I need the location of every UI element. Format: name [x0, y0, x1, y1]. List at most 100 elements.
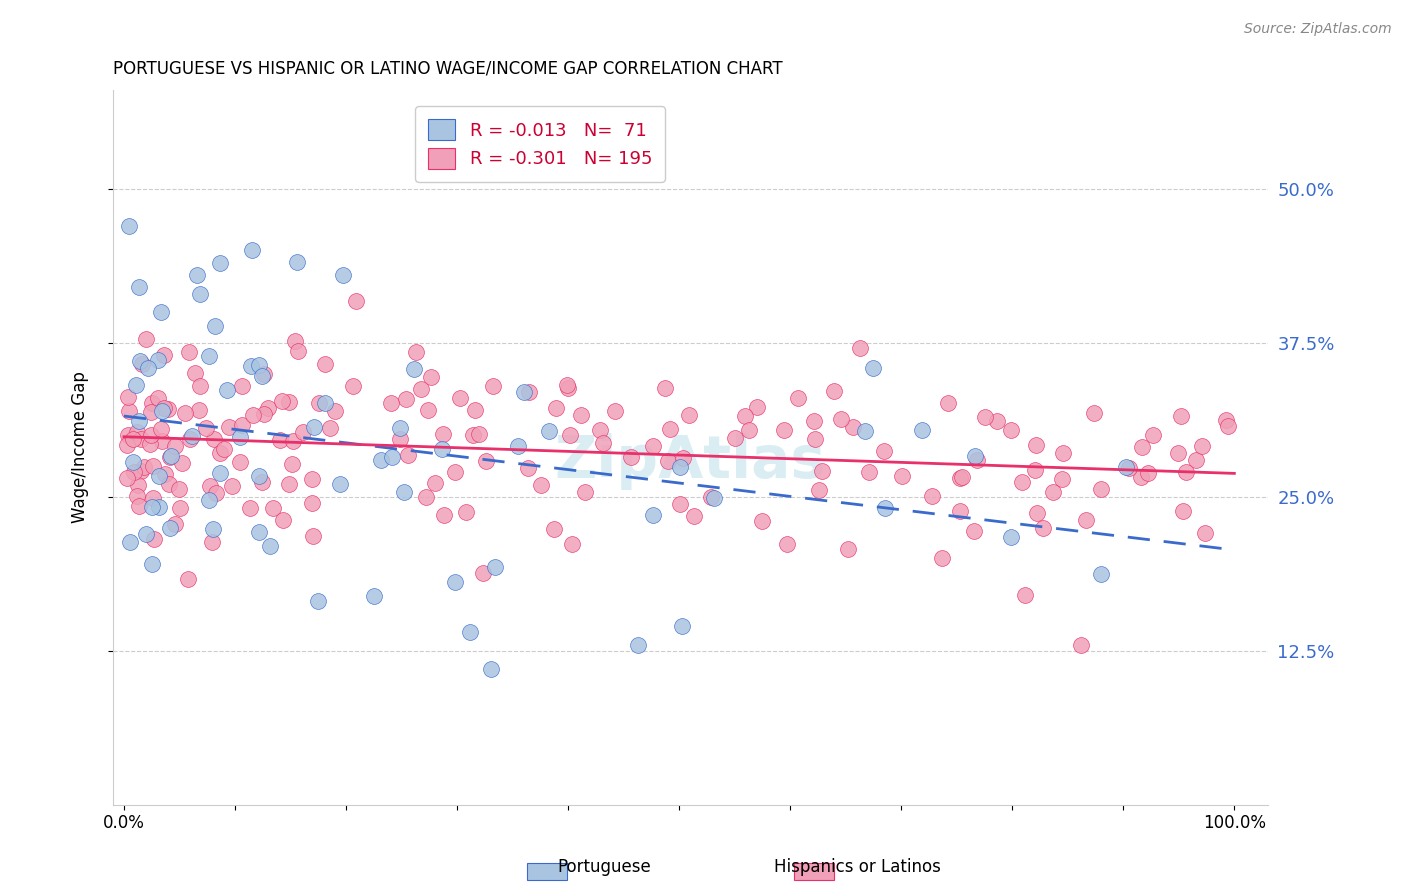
- Point: [170, 456, 193, 470]
- Point: [136, 361, 159, 376]
- Point: [657, 453, 679, 467]
- Point: [150, 404, 173, 418]
- Point: [188, 379, 211, 393]
- Point: [432, 442, 454, 456]
- Text: ZipAtlas: ZipAtlas: [554, 434, 825, 491]
- Point: [201, 534, 224, 549]
- Point: [1000, 530, 1022, 544]
- Point: [157, 477, 180, 491]
- Point: [252, 368, 274, 383]
- Point: [302, 419, 325, 434]
- Point: [449, 391, 471, 405]
- Point: [603, 403, 626, 417]
- Point: [247, 469, 270, 483]
- Point: [751, 514, 773, 528]
- Point: [163, 517, 186, 532]
- Point: [738, 423, 761, 437]
- Point: [120, 535, 142, 549]
- Point: [132, 460, 155, 475]
- Point: [149, 422, 172, 436]
- Point: [278, 476, 301, 491]
- Point: [314, 396, 336, 410]
- Point: [231, 417, 253, 432]
- Point: [215, 383, 238, 397]
- Point: [370, 453, 392, 467]
- Point: [283, 434, 305, 449]
- Point: [1042, 485, 1064, 500]
- Point: [849, 342, 872, 356]
- Point: [125, 377, 148, 392]
- Point: [173, 406, 195, 420]
- Point: [139, 436, 162, 450]
- Point: [659, 422, 682, 436]
- Point: [142, 491, 165, 506]
- Point: [208, 446, 231, 460]
- Point: [307, 594, 329, 608]
- Point: [1032, 520, 1054, 534]
- Point: [456, 505, 478, 519]
- Point: [229, 430, 252, 444]
- Point: [745, 400, 768, 414]
- Point: [202, 432, 225, 446]
- Point: [169, 501, 191, 516]
- Point: [117, 390, 139, 404]
- Point: [188, 286, 211, 301]
- Point: [530, 477, 553, 491]
- Point: [574, 485, 596, 500]
- Point: [808, 483, 831, 497]
- Point: [404, 361, 426, 376]
- Point: [392, 484, 415, 499]
- Point: [388, 432, 411, 446]
- Point: [329, 477, 352, 491]
- Point: [257, 401, 280, 416]
- Point: [962, 524, 984, 538]
- Point: [460, 625, 482, 640]
- Point: [966, 452, 988, 467]
- Point: [683, 508, 706, 523]
- Point: [250, 475, 273, 490]
- Y-axis label: Wage/Income Gap: Wage/Income Gap: [72, 372, 89, 524]
- Point: [811, 464, 834, 478]
- Point: [620, 450, 643, 464]
- Point: [1130, 469, 1153, 483]
- Point: [159, 449, 181, 463]
- Point: [247, 524, 270, 539]
- Point: [672, 450, 695, 465]
- Point: [198, 492, 221, 507]
- Point: [314, 357, 336, 371]
- Point: [117, 438, 139, 452]
- Point: [986, 414, 1008, 428]
- Point: [301, 496, 323, 510]
- Point: [1090, 482, 1112, 496]
- Point: [142, 458, 165, 473]
- Point: [129, 354, 152, 368]
- Point: [891, 469, 914, 483]
- Point: [198, 349, 221, 363]
- Point: [555, 377, 578, 392]
- Point: [1024, 463, 1046, 477]
- Point: [444, 574, 467, 589]
- Point: [654, 381, 676, 395]
- Point: [1026, 506, 1049, 520]
- Point: [240, 244, 263, 258]
- Point: [858, 465, 880, 479]
- Point: [271, 513, 294, 527]
- Point: [115, 471, 138, 485]
- Point: [301, 472, 323, 486]
- Point: [179, 432, 201, 446]
- Point: [122, 465, 145, 479]
- Point: [159, 520, 181, 534]
- Point: [823, 384, 845, 398]
- Point: [853, 424, 876, 438]
- Point: [253, 407, 276, 421]
- Point: [734, 409, 756, 424]
- Point: [212, 442, 235, 457]
- Point: [285, 254, 308, 268]
- Point: [156, 401, 179, 416]
- Point: [841, 419, 863, 434]
- Point: [516, 461, 538, 475]
- Point: [949, 504, 972, 518]
- Point: [464, 403, 486, 417]
- Point: [125, 489, 148, 503]
- Point: [433, 508, 456, 522]
